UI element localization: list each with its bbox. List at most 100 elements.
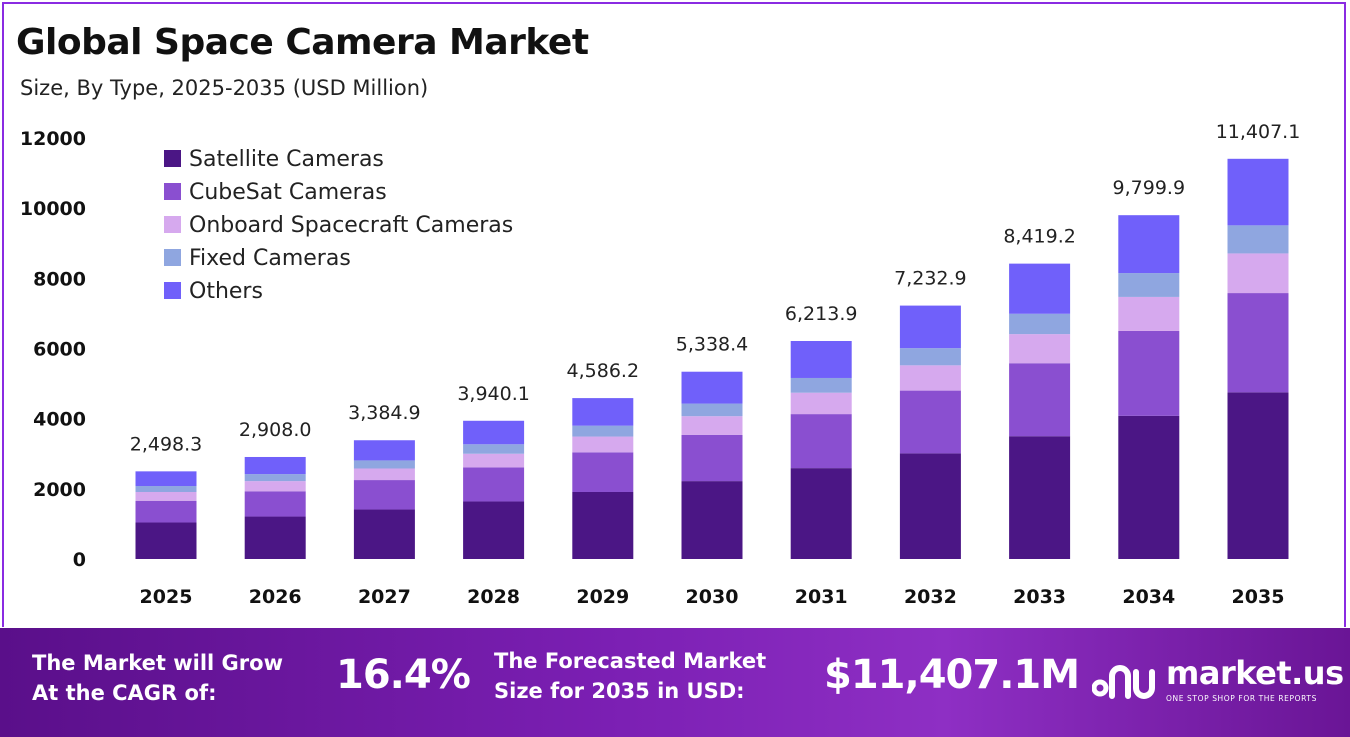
legend-label: Others: [189, 279, 263, 304]
bar-segment-onboard-spacecraft-cameras: [899, 365, 961, 391]
x-tick-label: 2030: [686, 586, 739, 608]
cagr-label-line1: The Market will Grow: [32, 651, 283, 675]
footer-banner: The Market will Grow At the CAGR of: 16.…: [0, 628, 1350, 737]
bar-segment-fixed-cameras: [1009, 313, 1071, 335]
x-tick-label: 2027: [358, 586, 411, 608]
legend-swatch: [164, 150, 181, 167]
cagr-label: The Market will Grow At the CAGR of:: [32, 648, 283, 708]
total-label: 2,498.3: [130, 433, 203, 455]
x-axis: 2025 2026 2027 2028 2029 2030 2031 2032 2033 2034…: [140, 586, 1285, 608]
bar-segment-fixed-cameras: [899, 348, 961, 366]
bar-segment-others: [1009, 263, 1071, 314]
y-axis: 0 2000 4000 6000 8000 10000 12000: [20, 128, 86, 571]
bar-segment-onboard-spacecraft-cameras: [1009, 334, 1071, 364]
bar-segment-satellite-cameras: [353, 509, 415, 559]
bar-segment-cubesat-cameras: [681, 434, 743, 482]
x-tick-label: 2028: [467, 586, 520, 608]
total-label: 4,586.2: [567, 360, 640, 382]
bar-segment-others: [681, 371, 743, 404]
x-tick-label: 2032: [904, 586, 957, 608]
total-label: 3,940.1: [457, 383, 530, 405]
bar-segment-cubesat-cameras: [135, 500, 197, 523]
bar-segment-cubesat-cameras: [790, 414, 852, 469]
bar-segment-cubesat-cameras: [1009, 363, 1071, 437]
x-tick-label: 2035: [1232, 586, 1285, 608]
bar-segment-cubesat-cameras: [572, 452, 634, 492]
bar-segment-fixed-cameras: [135, 486, 197, 492]
bar-segment-others: [572, 398, 634, 426]
bar-segment-fixed-cameras: [353, 460, 415, 469]
legend-label: Onboard Spacecraft Cameras: [189, 213, 513, 238]
bar-segment-satellite-cameras: [1009, 436, 1071, 559]
legend-swatch: [164, 216, 181, 233]
chart-frame: [2, 2, 1346, 627]
bar-segment-fixed-cameras: [681, 403, 743, 417]
legend-swatch: [164, 183, 181, 200]
bar-segment-onboard-spacecraft-cameras: [790, 392, 852, 415]
bar-segment-cubesat-cameras: [244, 491, 306, 517]
stacked-bar-chart: 0 2000 4000 6000 8000 10000 12000 2,498.3 2,908…: [20, 121, 1301, 608]
total-label: 8,419.2: [1003, 226, 1076, 248]
bar-segment-satellite-cameras: [244, 516, 306, 559]
bar-segment-onboard-spacecraft-cameras: [244, 481, 306, 492]
cagr-label-line2: At the CAGR of:: [32, 681, 217, 705]
total-label: 11,407.1: [1216, 121, 1301, 143]
bar-segment-satellite-cameras: [790, 468, 852, 559]
bar-segment-onboard-spacecraft-cameras: [1227, 253, 1289, 294]
x-tick-label: 2033: [1013, 586, 1066, 608]
chart-title: Global Space Camera Market: [16, 22, 589, 63]
y-tick-label: 4000: [33, 409, 86, 431]
bar-segment-satellite-cameras: [681, 481, 743, 559]
bars: [135, 158, 1289, 559]
bar-segment-onboard-spacecraft-cameras: [135, 491, 197, 501]
total-label: 6,213.9: [785, 303, 858, 325]
chart-subtitle: Size, By Type, 2025-2035 (USD Million): [20, 76, 429, 100]
total-label: 9,799.9: [1113, 177, 1186, 199]
bar-segment-cubesat-cameras: [463, 467, 525, 502]
bar-segment-onboard-spacecraft-cameras: [681, 416, 743, 435]
total-label: 3,384.9: [348, 402, 421, 424]
bar-segment-others: [899, 305, 961, 349]
x-tick-label: 2026: [249, 586, 302, 608]
total-labels: 2,498.3 2,908.0 3,384.9 3,940.1 4,586.2 5,338…: [130, 121, 1301, 456]
brand-name: market.us: [1166, 654, 1344, 692]
bar-segment-onboard-spacecraft-cameras: [1118, 296, 1180, 331]
legend-swatch: [164, 282, 181, 299]
bar-segment-others: [1227, 158, 1289, 226]
cagr-value: 16.4%: [336, 652, 471, 698]
bar-segment-others: [463, 420, 525, 445]
bar-segment-fixed-cameras: [244, 474, 306, 482]
bar-segment-fixed-cameras: [1227, 225, 1289, 254]
forecast-label-line1: The Forecasted Market: [494, 649, 767, 673]
market-us-logo-icon: [1092, 665, 1155, 699]
bar-segment-onboard-spacecraft-cameras: [353, 468, 415, 481]
bar-segment-others: [135, 471, 197, 487]
forecast-value: $11,407.1M: [824, 652, 1080, 698]
bar-segment-cubesat-cameras: [353, 480, 415, 510]
x-tick-label: 2029: [576, 586, 629, 608]
y-tick-label: 8000: [33, 268, 86, 290]
y-tick-label: 10000: [20, 198, 86, 220]
bar-segment-fixed-cameras: [463, 444, 525, 454]
legend: Satellite Cameras CubeSat Cameras Onboard …: [164, 147, 513, 304]
brand-tagline: ONE STOP SHOP FOR THE REPORTS: [1166, 694, 1317, 703]
bar-segment-fixed-cameras: [1118, 273, 1180, 297]
bar-segment-satellite-cameras: [1118, 415, 1180, 559]
bar-segment-satellite-cameras: [1227, 392, 1289, 559]
legend-label: Satellite Cameras: [189, 147, 384, 172]
bar-segment-cubesat-cameras: [899, 390, 961, 454]
bar-segment-cubesat-cameras: [1227, 293, 1289, 393]
x-tick-label: 2025: [140, 586, 193, 608]
bar-segment-others: [790, 340, 852, 378]
x-tick-label: 2034: [1122, 586, 1175, 608]
total-label: 5,338.4: [676, 334, 749, 356]
bar-segment-satellite-cameras: [899, 453, 961, 559]
total-label: 7,232.9: [894, 268, 967, 290]
bar-segment-onboard-spacecraft-cameras: [463, 453, 525, 468]
bar-segment-satellite-cameras: [463, 501, 525, 559]
forecast-label: The Forecasted Market Size for 2035 in U…: [494, 646, 766, 706]
forecast-label-line2: Size for 2035 in USD:: [494, 679, 745, 703]
total-label: 2,908.0: [239, 419, 312, 441]
y-tick-label: 2000: [33, 479, 86, 501]
bar-segment-fixed-cameras: [572, 425, 634, 437]
